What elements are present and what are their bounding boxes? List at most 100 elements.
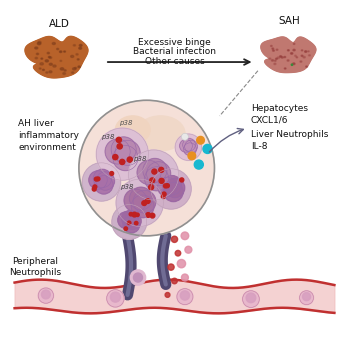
Circle shape [93,185,97,189]
Circle shape [120,159,125,164]
Ellipse shape [79,44,82,46]
Circle shape [165,178,185,197]
Circle shape [113,146,138,170]
Text: p38: p38 [119,120,133,126]
Ellipse shape [79,47,82,49]
Circle shape [96,128,148,180]
Ellipse shape [295,55,296,56]
Ellipse shape [78,66,80,68]
Circle shape [133,273,142,282]
Ellipse shape [274,63,276,65]
Circle shape [89,171,107,189]
Ellipse shape [43,69,44,70]
Ellipse shape [300,61,302,62]
Circle shape [161,195,165,198]
Circle shape [130,187,152,210]
Ellipse shape [290,52,293,54]
Circle shape [181,133,188,140]
Text: Other causes: Other causes [145,57,204,66]
Ellipse shape [60,68,64,70]
Ellipse shape [36,53,38,55]
Circle shape [116,137,121,142]
Circle shape [115,140,140,165]
Circle shape [92,187,96,191]
Circle shape [158,177,177,197]
Ellipse shape [293,49,295,51]
Circle shape [110,172,114,175]
Ellipse shape [273,50,274,51]
Circle shape [180,140,193,152]
Circle shape [136,213,139,217]
Circle shape [137,161,161,184]
Circle shape [184,143,196,155]
Circle shape [147,162,171,186]
Circle shape [175,250,181,256]
Circle shape [38,288,54,303]
Text: p38: p38 [133,156,147,162]
Ellipse shape [52,42,55,44]
Circle shape [145,167,169,191]
Circle shape [143,159,167,182]
Text: SAH: SAH [278,15,300,26]
Ellipse shape [293,63,295,65]
Ellipse shape [301,55,303,56]
Circle shape [146,212,150,217]
Circle shape [181,232,189,240]
Circle shape [111,137,136,162]
Circle shape [142,201,147,205]
Text: ALD: ALD [49,19,70,29]
Ellipse shape [285,68,286,69]
Ellipse shape [276,49,278,50]
Ellipse shape [60,51,62,52]
Ellipse shape [75,67,77,69]
Ellipse shape [304,51,307,52]
Circle shape [165,293,170,297]
Ellipse shape [71,72,74,74]
Ellipse shape [269,58,271,59]
Ellipse shape [284,56,286,58]
Circle shape [150,178,155,183]
Ellipse shape [116,116,150,144]
Ellipse shape [272,48,274,49]
Circle shape [118,212,134,229]
Text: p38: p38 [120,184,133,190]
Text: Bacterial infection: Bacterial infection [133,48,216,56]
Circle shape [150,213,155,218]
Text: AH liver
inflammatory
environment: AH liver inflammatory environment [18,119,79,152]
Circle shape [127,157,132,162]
Ellipse shape [49,71,52,73]
Circle shape [246,293,256,303]
Circle shape [82,163,121,201]
Circle shape [116,179,163,226]
Circle shape [79,100,215,236]
Ellipse shape [271,60,274,61]
Ellipse shape [38,41,41,43]
Circle shape [188,152,196,160]
Circle shape [122,210,139,227]
Circle shape [134,222,138,225]
Circle shape [177,289,193,304]
Ellipse shape [306,66,308,67]
Circle shape [175,134,202,160]
Ellipse shape [39,68,41,69]
Ellipse shape [281,57,283,58]
Text: Peripheral
Neutrophils: Peripheral Neutrophils [9,257,62,278]
Circle shape [145,199,150,203]
Ellipse shape [45,60,48,62]
Circle shape [41,290,50,299]
Ellipse shape [293,43,295,44]
Circle shape [149,185,154,190]
Text: Hepatocytes
CXCL1/6: Hepatocytes CXCL1/6 [251,104,308,125]
Polygon shape [261,37,316,72]
Circle shape [159,167,164,173]
Circle shape [177,259,186,268]
Ellipse shape [48,56,50,58]
Circle shape [117,144,122,149]
Circle shape [96,172,114,190]
Circle shape [172,278,177,284]
Ellipse shape [35,57,37,59]
Circle shape [291,64,293,65]
Ellipse shape [57,48,59,50]
Circle shape [162,192,166,196]
Circle shape [107,290,124,307]
